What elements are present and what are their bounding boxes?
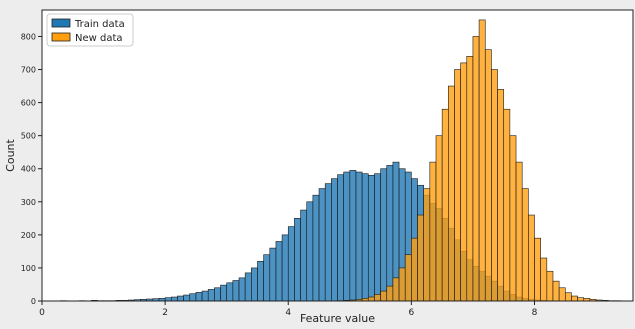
x-axis-label: Feature value — [300, 312, 375, 325]
histogram-bar — [276, 241, 282, 301]
histogram-bar — [454, 70, 460, 301]
histogram-bar — [418, 215, 424, 301]
y-tick-label: 300 — [21, 198, 36, 207]
histogram-bar — [313, 195, 319, 301]
histogram-bar — [405, 255, 411, 301]
histogram-bar — [553, 281, 559, 301]
histogram-bar — [208, 289, 214, 301]
histogram-bar — [202, 291, 208, 301]
histogram-bar — [301, 210, 307, 301]
histogram-bar — [374, 294, 380, 301]
y-axis-label: Count — [4, 138, 17, 171]
histogram-bar — [307, 202, 313, 301]
histogram-bar — [196, 292, 202, 301]
histogram-bar — [535, 238, 541, 301]
legend: Train data New data — [47, 14, 133, 46]
histogram-bar — [485, 50, 491, 301]
histogram-bar — [190, 294, 196, 301]
histogram-bar — [399, 268, 405, 301]
y-axis: 0 100 200 300 400 500 600 700 800 — [21, 32, 42, 306]
histogram-bar — [264, 255, 270, 301]
histogram-bar — [239, 278, 245, 301]
y-tick-label: 200 — [21, 231, 36, 240]
histogram-bar — [528, 215, 534, 301]
y-tick-label: 500 — [21, 132, 36, 141]
histogram-bar — [251, 268, 257, 301]
histogram-bar — [381, 291, 387, 301]
histogram-bar — [288, 227, 294, 301]
histogram-bar — [516, 162, 522, 301]
histogram-bar — [221, 285, 227, 301]
histogram-bar — [184, 295, 190, 301]
histogram-bar — [368, 175, 374, 301]
y-tick-label: 800 — [21, 32, 36, 41]
histogram-bar — [565, 293, 571, 301]
histogram-bar — [350, 170, 356, 301]
histogram-bar — [461, 63, 467, 301]
legend-label-train: Train data — [74, 19, 125, 30]
histogram-bar — [504, 109, 510, 301]
histogram-bar — [294, 218, 300, 301]
histogram-bar — [436, 136, 442, 301]
histogram-bar — [387, 165, 393, 301]
x-tick-label: 0 — [39, 308, 45, 318]
histogram-bar — [541, 258, 547, 301]
histogram-bar — [171, 297, 177, 301]
histogram-bar — [571, 296, 577, 301]
histogram-bar — [411, 238, 417, 301]
histogram-bar — [325, 184, 331, 301]
x-axis: 0 2 4 6 8 — [39, 301, 538, 318]
histogram-bar — [245, 273, 251, 301]
histogram-bar — [356, 172, 362, 301]
histogram-bar — [473, 36, 479, 301]
histogram-bar — [374, 174, 380, 301]
histogram-bar — [233, 280, 239, 301]
histogram-bar — [227, 283, 233, 301]
histogram-bar — [430, 162, 436, 301]
x-tick-label: 4 — [285, 308, 291, 318]
histogram-bar — [214, 288, 220, 301]
y-tick-label: 400 — [21, 165, 36, 174]
histogram-bar — [270, 248, 276, 301]
histogram-bar — [442, 109, 448, 301]
histogram-bar — [344, 172, 350, 301]
histogram-bar — [498, 89, 504, 301]
histogram-bar — [448, 86, 454, 301]
histogram-bar — [338, 175, 344, 301]
histogram-bar — [257, 261, 263, 301]
histogram-bar — [368, 297, 374, 301]
x-tick-label: 8 — [532, 308, 538, 318]
y-tick-label: 100 — [21, 264, 36, 273]
x-tick-label: 6 — [409, 308, 415, 318]
histogram-bar — [424, 189, 430, 301]
histogram-bar — [491, 70, 497, 301]
histogram-bar — [362, 174, 368, 301]
histogram-bar — [547, 271, 553, 301]
histogram-bar — [522, 189, 528, 301]
y-tick-label: 600 — [21, 99, 36, 108]
histogram-bar — [393, 278, 399, 301]
legend-swatch-train — [52, 19, 70, 27]
histogram-bar — [381, 169, 387, 301]
histogram-bar — [387, 286, 393, 301]
x-tick-label: 2 — [162, 308, 168, 318]
histogram-bar — [319, 189, 325, 301]
y-tick-label: 700 — [21, 66, 36, 75]
legend-label-new: New data — [75, 33, 123, 44]
histogram-bar — [282, 235, 288, 301]
histogram-bar — [559, 288, 565, 301]
histogram-bar — [510, 136, 516, 301]
legend-swatch-new — [52, 33, 70, 41]
histogram-bar — [177, 296, 183, 301]
histogram-bar — [479, 20, 485, 301]
histogram-bar — [331, 179, 337, 301]
histogram-bar — [467, 56, 473, 301]
y-tick-label: 0 — [31, 297, 36, 306]
